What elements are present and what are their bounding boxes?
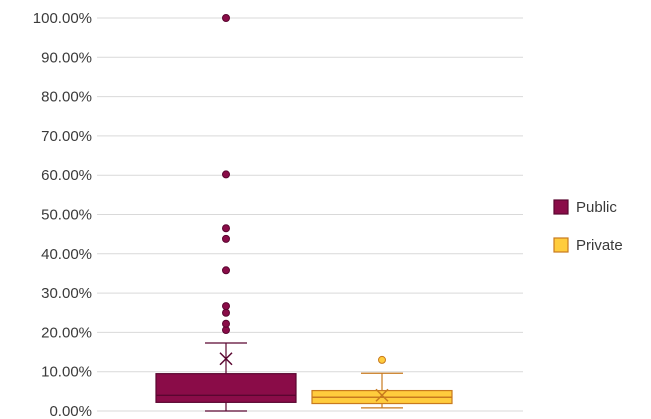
iqr-box xyxy=(155,373,297,403)
box-private xyxy=(311,355,453,409)
mean-marker xyxy=(219,352,233,366)
y-tick-label: 80.00% xyxy=(41,89,92,106)
legend-swatch-public xyxy=(553,199,569,215)
box-public xyxy=(155,14,297,412)
outlier-point xyxy=(222,234,230,243)
gridlines xyxy=(97,17,523,412)
outlier-point xyxy=(378,355,386,364)
y-tick-label: 0.00% xyxy=(49,403,92,419)
outlier-point xyxy=(222,308,230,317)
y-tick-label: 70.00% xyxy=(41,128,92,145)
outlier-point xyxy=(222,170,230,179)
y-tick-label: 50.00% xyxy=(41,207,92,224)
y-tick-label: 20.00% xyxy=(41,324,92,341)
legend: Public Private xyxy=(553,199,623,254)
outlier-point xyxy=(222,319,230,328)
mean-marker xyxy=(375,388,389,402)
y-tick-label: 40.00% xyxy=(41,246,92,263)
y-tick-label: 60.00% xyxy=(41,167,92,184)
legend-label-public: Public xyxy=(576,199,617,216)
y-tick-label: 90.00% xyxy=(41,49,92,66)
box-series xyxy=(155,14,453,412)
y-axis-labels: 0.00% 10.00% 20.00% 30.00% 40.00% 50.00% 60.00… xyxy=(33,10,92,419)
outlier-point xyxy=(222,224,230,233)
outlier-point xyxy=(222,302,230,311)
legend-label-private: Private xyxy=(576,237,623,254)
y-tick-label: 100.00% xyxy=(33,10,92,27)
outlier-point xyxy=(222,14,230,22)
y-tick-label: 30.00% xyxy=(41,285,92,302)
legend-swatch-private xyxy=(553,237,569,253)
y-tick-label: 10.00% xyxy=(41,364,92,381)
outlier-point xyxy=(222,266,230,275)
